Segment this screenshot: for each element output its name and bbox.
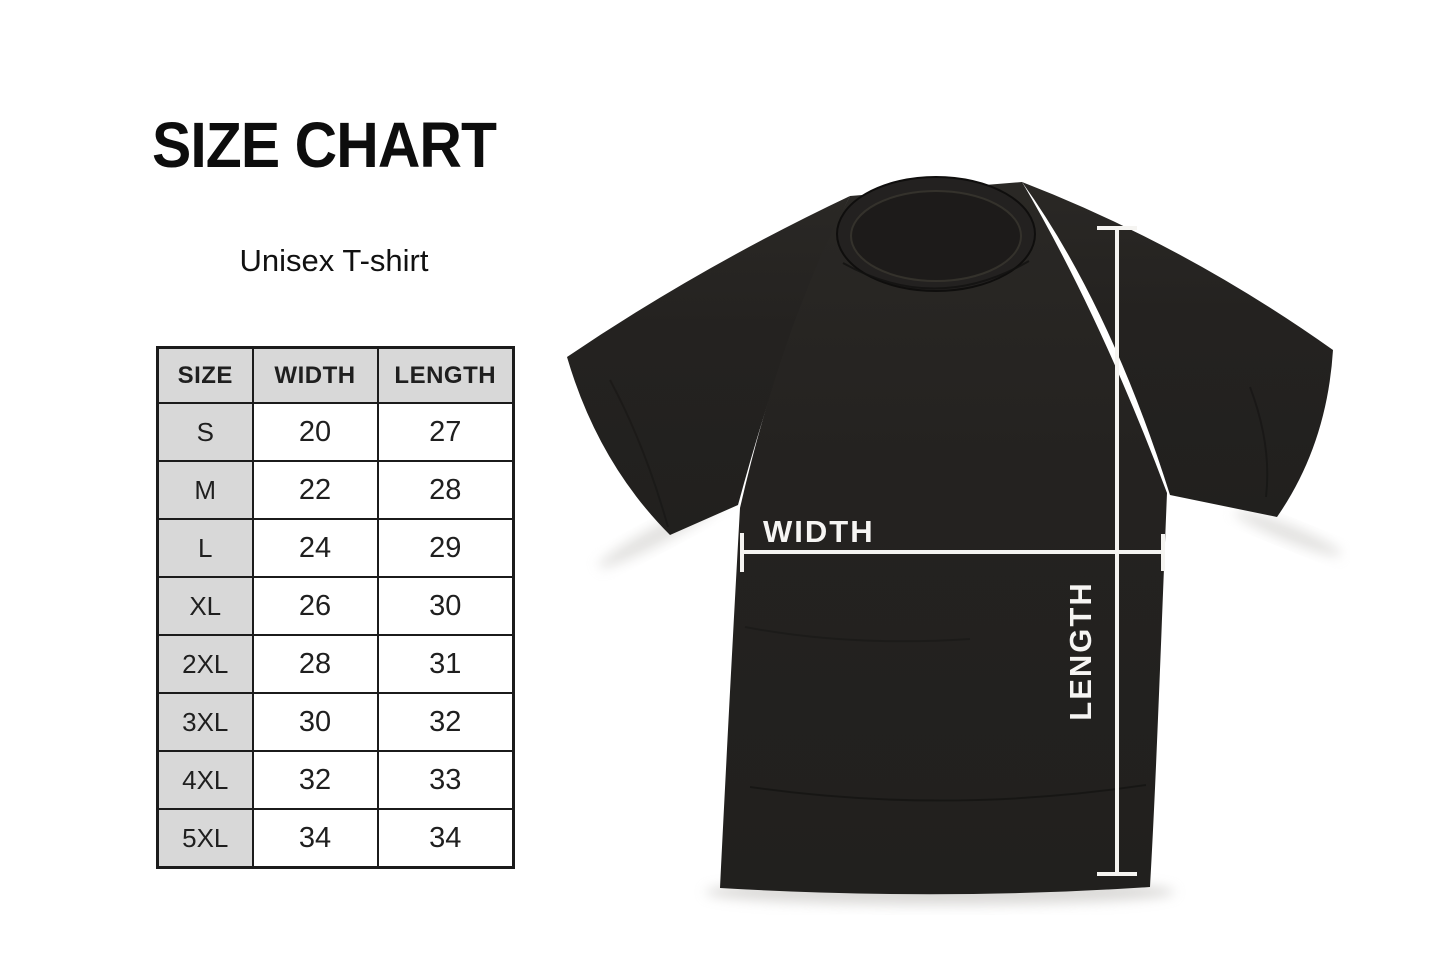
measurement-lines [740, 226, 1165, 876]
page-title: SIZE CHART [152, 109, 497, 181]
size-label: 3XL [156, 692, 254, 752]
tshirt-body [720, 182, 1167, 895]
length-value: 30 [376, 576, 515, 636]
length-value: 34 [376, 808, 515, 869]
size-label: 4XL [156, 750, 254, 810]
width-value: 24 [251, 518, 379, 578]
tshirt-right-sleeve [1022, 182, 1333, 517]
fabric-creases [609, 379, 1269, 802]
width-value: 20 [251, 402, 379, 462]
table-row: 3XL 30 32 [156, 692, 515, 752]
tshirt-measurement-diagram: WIDTH LENGTH [567, 176, 1342, 905]
table-row: S 20 27 [156, 402, 515, 462]
table-row: 5XL 34 34 [156, 808, 515, 869]
length-value: 29 [376, 518, 515, 578]
length-value: 31 [376, 634, 515, 694]
width-value: 32 [251, 750, 379, 810]
width-value: 30 [251, 692, 379, 752]
table-row: L 24 29 [156, 518, 515, 578]
column-header-size: SIZE [156, 346, 254, 404]
table-row: M 22 28 [156, 460, 515, 520]
length-value: 27 [376, 402, 515, 462]
size-table: SIZE WIDTH LENGTH S 20 27 M 22 28 L 24 2… [156, 346, 515, 869]
size-label: 5XL [156, 808, 254, 869]
width-value: 26 [251, 576, 379, 636]
size-label: M [156, 460, 254, 520]
length-value: 28 [376, 460, 515, 520]
table-row: XL 26 30 [156, 576, 515, 636]
size-label: XL [156, 576, 254, 636]
table-row: 2XL 28 31 [156, 634, 515, 694]
length-value: 32 [376, 692, 515, 752]
size-table-header: SIZE WIDTH LENGTH [156, 346, 515, 404]
width-measure-line [740, 533, 1165, 572]
width-value: 28 [251, 634, 379, 694]
tshirt-left-sleeve [567, 196, 850, 535]
width-value: 34 [251, 808, 379, 869]
width-value: 22 [251, 460, 379, 520]
length-value: 33 [376, 750, 515, 810]
product-subtitle: Unisex T-shirt [239, 243, 429, 278]
length-measure-label: LENGTH [1063, 581, 1098, 720]
table-row: 4XL 32 33 [156, 750, 515, 810]
tshirt-collar [836, 176, 1036, 292]
column-header-length: LENGTH [376, 346, 515, 404]
width-measure-label: WIDTH [763, 514, 875, 549]
size-label: L [156, 518, 254, 578]
column-header-width: WIDTH [251, 346, 379, 404]
size-label: 2XL [156, 634, 254, 694]
size-label: S [156, 402, 254, 462]
header-row: SIZE WIDTH LENGTH [156, 346, 515, 404]
size-table-body: S 20 27 M 22 28 L 24 29 XL 26 30 2XL 28 [156, 402, 515, 869]
